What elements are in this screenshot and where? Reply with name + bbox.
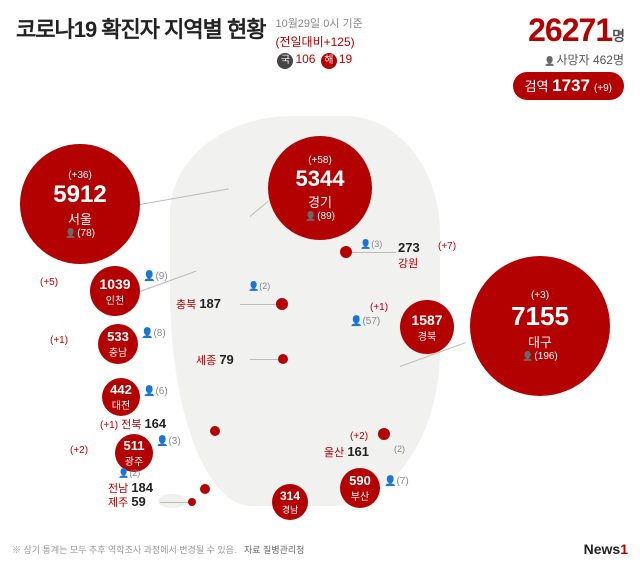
side-chungnam: (+1) bbox=[50, 334, 68, 346]
count-daegu: 7155 bbox=[511, 301, 569, 332]
dot-jeju bbox=[188, 498, 196, 506]
name-chungnam: 충남 bbox=[109, 344, 127, 359]
line-jeju bbox=[160, 502, 188, 503]
domestic-count: 106 bbox=[295, 52, 315, 66]
name-gn: 경남 bbox=[282, 503, 299, 516]
name-gyeonggi: 경기 bbox=[308, 192, 332, 211]
side-gwangju: (+2) bbox=[70, 444, 88, 456]
death-jeonnam: 👤(2) bbox=[118, 468, 140, 479]
label-gangwon: 273강원 bbox=[398, 240, 420, 271]
total-confirmed: 26271명 bbox=[513, 12, 624, 49]
inc-daegu: (+3) bbox=[531, 290, 549, 301]
death-incheon: 👤(9) bbox=[143, 271, 168, 282]
inc-ulsan: (+2) bbox=[350, 430, 368, 442]
side-incheon: (+5) bbox=[40, 276, 58, 288]
death-chungnam: 👤(8) bbox=[141, 328, 166, 339]
dot-ulsan bbox=[378, 428, 390, 440]
bubble-daejeon: 442 대전 bbox=[102, 378, 140, 416]
count-gyeonggi: 5344 bbox=[296, 166, 345, 192]
count-incheon: 1039 bbox=[99, 276, 130, 292]
count-gyeongbuk: 1587 bbox=[411, 312, 442, 328]
bubble-busan: 590 부산 bbox=[340, 468, 380, 508]
domestic-overseas: 국106 해19 bbox=[275, 52, 512, 69]
bubble-gwangju: 511 광주 bbox=[115, 434, 153, 472]
line-sejong bbox=[250, 359, 278, 360]
overseas-icon: 해 bbox=[321, 53, 337, 69]
count-gwangju: 511 bbox=[124, 438, 145, 453]
name-busan: 부산 bbox=[351, 488, 369, 503]
death-gwangju: 👤(3) bbox=[156, 436, 181, 447]
label-chungbuk: 충북 187 bbox=[176, 296, 221, 312]
bubble-gyeongbuk: 1587 경북 bbox=[400, 300, 454, 354]
label-sejong: 세종 79 bbox=[196, 352, 234, 368]
deaths-line: 사망자 462명 bbox=[513, 51, 624, 68]
count-gn: 314 bbox=[280, 489, 300, 503]
death-chungbuk: 👤(2) bbox=[248, 281, 270, 292]
label-jeonbuk: (+1) 전북 164 bbox=[100, 416, 166, 432]
inc-gyeonggi: (+58) bbox=[308, 155, 332, 166]
inc-seoul: (+36) bbox=[68, 170, 92, 181]
name-gyeongbuk: 경북 bbox=[418, 328, 436, 343]
header: 코로나19 확진자 지역별 현황 10월29일 0시 기준 (전일대비+125)… bbox=[0, 0, 640, 106]
count-daejeon: 442 bbox=[110, 382, 132, 397]
footnote: ※ 상기 통계는 모두 추후 역학조사 과정에서 변경될 수 있음. bbox=[12, 545, 236, 555]
domestic-icon: 국 bbox=[277, 53, 293, 69]
bubble-daegu: (+3) 7155 대구 (196) bbox=[470, 256, 610, 396]
name-gwangju: 광주 bbox=[125, 453, 143, 468]
name-daegu: 대구 bbox=[528, 332, 552, 351]
dot-gangwon bbox=[340, 246, 352, 258]
label-jeju: 제주 59 bbox=[108, 494, 146, 510]
death-gyeonggi: (89) bbox=[305, 211, 335, 222]
bubble-gyeonggi: (+58) 5344 경기 (89) bbox=[268, 136, 372, 240]
label-ulsan: 울산 161 bbox=[324, 444, 369, 460]
bubble-gyeongnam: 314 경남 bbox=[272, 484, 308, 520]
dot-sejong bbox=[278, 354, 288, 364]
overseas-count: 19 bbox=[339, 52, 352, 66]
source-label: 자료 bbox=[244, 545, 261, 555]
bubble-incheon: 1039 인천 bbox=[90, 266, 140, 316]
title-block: 코로나19 확진자 지역별 현황 bbox=[16, 12, 265, 44]
map-area: (+36) 5912 서울 (78) (+58) 5344 경기 (89) (+… bbox=[0, 106, 640, 554]
source-name: 질병관리청 bbox=[263, 545, 304, 555]
as-of-date: 10월29일 0시 기준 bbox=[275, 15, 512, 31]
death-gangwon: 👤(3) bbox=[360, 239, 382, 250]
bubble-chungnam: 533 충남 bbox=[98, 324, 138, 364]
news1-logo: News1 bbox=[584, 541, 628, 557]
dot-chungbuk bbox=[276, 298, 288, 310]
death-ulsan: (2) bbox=[394, 444, 405, 454]
footnote-block: ※ 상기 통계는 모두 추후 역학조사 과정에서 변경될 수 있음. 자료 질병… bbox=[12, 543, 304, 556]
count-busan: 590 bbox=[349, 473, 371, 488]
death-daejeon: 👤(6) bbox=[143, 386, 168, 397]
totals-block: 26271명 사망자 462명 검역 1737(+9) bbox=[513, 12, 624, 100]
count-chungnam: 533 bbox=[107, 329, 129, 344]
name-daejeon: 대전 bbox=[112, 397, 130, 412]
dot-jeonnam bbox=[200, 484, 210, 494]
line-chungbuk bbox=[240, 304, 276, 305]
quarantine-pill: 검역 1737(+9) bbox=[513, 72, 624, 100]
death-gb: 👤(57) bbox=[350, 316, 380, 327]
line-gangwon bbox=[352, 252, 396, 253]
side-gb: (+1) bbox=[370, 301, 388, 313]
death-daegu: (196) bbox=[522, 351, 558, 362]
name-seoul: 서울 bbox=[68, 209, 92, 228]
jeju-shape bbox=[158, 494, 186, 508]
header-sub: 10월29일 0시 기준 (전일대비+125) 국106 해19 bbox=[265, 12, 512, 69]
inc-gangwon: (+7) bbox=[438, 240, 456, 252]
page-title: 코로나19 확진자 지역별 현황 bbox=[16, 12, 265, 44]
daily-change: (전일대비+125) bbox=[275, 33, 512, 50]
name-incheon: 인천 bbox=[106, 292, 124, 307]
count-seoul: 5912 bbox=[53, 181, 106, 209]
dot-jeonbuk bbox=[210, 426, 220, 436]
footer: ※ 상기 통계는 모두 추후 역학조사 과정에서 변경될 수 있음. 자료 질병… bbox=[12, 541, 628, 557]
death-busan: 👤(7) bbox=[384, 476, 409, 487]
bubble-seoul: (+36) 5912 서울 (78) bbox=[20, 144, 140, 264]
death-seoul: (78) bbox=[65, 228, 95, 239]
person-icon bbox=[544, 53, 556, 67]
